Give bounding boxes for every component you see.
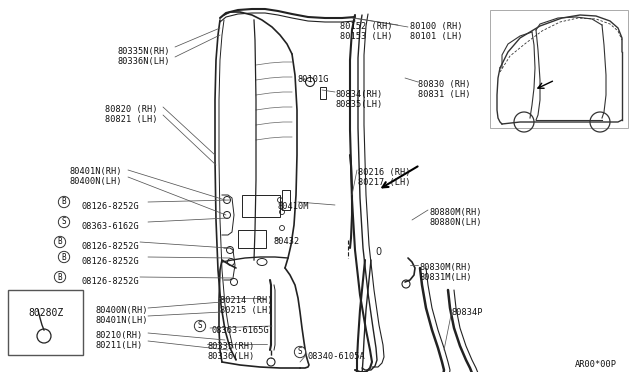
Bar — [320, 87, 326, 99]
Text: 80153 (LH): 80153 (LH) — [340, 32, 392, 41]
Bar — [8, 290, 83, 355]
Text: 08126-8252G: 08126-8252G — [82, 242, 140, 251]
Text: S: S — [298, 347, 302, 356]
Text: 80880M(RH): 80880M(RH) — [430, 208, 483, 217]
Text: 08126-8252G: 08126-8252G — [82, 277, 140, 286]
Text: 80830M(RH): 80830M(RH) — [420, 263, 472, 272]
Text: 80432: 80432 — [274, 237, 300, 246]
Text: 80831 (LH): 80831 (LH) — [418, 90, 470, 99]
Text: B: B — [61, 198, 67, 206]
Text: 80820 (RH): 80820 (RH) — [105, 105, 157, 114]
Text: S: S — [198, 321, 202, 330]
Text: 80880N(LH): 80880N(LH) — [430, 218, 483, 227]
Text: 80834(RH): 80834(RH) — [335, 90, 382, 99]
Bar — [242, 195, 280, 217]
Text: 80410M: 80410M — [278, 202, 310, 211]
Text: 80835(LH): 80835(LH) — [335, 100, 382, 109]
Text: 80216 (RH): 80216 (RH) — [358, 168, 410, 177]
Bar — [238, 230, 266, 248]
Text: 08126-8252G: 08126-8252G — [82, 257, 140, 266]
Text: 80401N(RH): 80401N(RH) — [70, 167, 122, 176]
Text: AR00*00P: AR00*00P — [575, 360, 617, 369]
Text: 80280Z: 80280Z — [28, 308, 63, 318]
Text: 80335N(RH): 80335N(RH) — [118, 47, 170, 56]
Text: 80214 (RH): 80214 (RH) — [220, 296, 273, 305]
Text: 80401N(LH): 80401N(LH) — [95, 316, 147, 325]
Text: 80211(LH): 80211(LH) — [95, 341, 142, 350]
Text: 08126-8252G: 08126-8252G — [82, 202, 140, 211]
Bar — [282, 190, 290, 210]
Text: 80217 (LH): 80217 (LH) — [358, 178, 410, 187]
Text: 80335(RH): 80335(RH) — [208, 342, 255, 351]
Text: 80834P: 80834P — [452, 308, 483, 317]
Text: 80821 (LH): 80821 (LH) — [105, 115, 157, 124]
Text: 80215 (LH): 80215 (LH) — [220, 306, 273, 315]
Text: B: B — [61, 253, 67, 262]
Text: B: B — [58, 237, 62, 247]
Text: S: S — [61, 218, 67, 227]
Text: 80336N(LH): 80336N(LH) — [118, 57, 170, 66]
Text: 80101G: 80101G — [298, 75, 330, 84]
Text: 80400N(LH): 80400N(LH) — [70, 177, 122, 186]
Text: 80400N(RH): 80400N(RH) — [95, 306, 147, 315]
Text: 08363-6165G: 08363-6165G — [212, 326, 269, 335]
Text: 80336(LH): 80336(LH) — [208, 352, 255, 361]
Text: 80101 (LH): 80101 (LH) — [410, 32, 463, 41]
Text: 80100 (RH): 80100 (RH) — [410, 22, 463, 31]
Text: 80210(RH): 80210(RH) — [95, 331, 142, 340]
Text: 80152 (RH): 80152 (RH) — [340, 22, 392, 31]
Text: 80830 (RH): 80830 (RH) — [418, 80, 470, 89]
Text: 08363-6162G: 08363-6162G — [82, 222, 140, 231]
Text: 0: 0 — [375, 247, 381, 257]
Bar — [490, 10, 628, 128]
Text: B: B — [58, 273, 62, 282]
Text: 08340-6105A: 08340-6105A — [308, 352, 365, 361]
Text: 80831M(LH): 80831M(LH) — [420, 273, 472, 282]
